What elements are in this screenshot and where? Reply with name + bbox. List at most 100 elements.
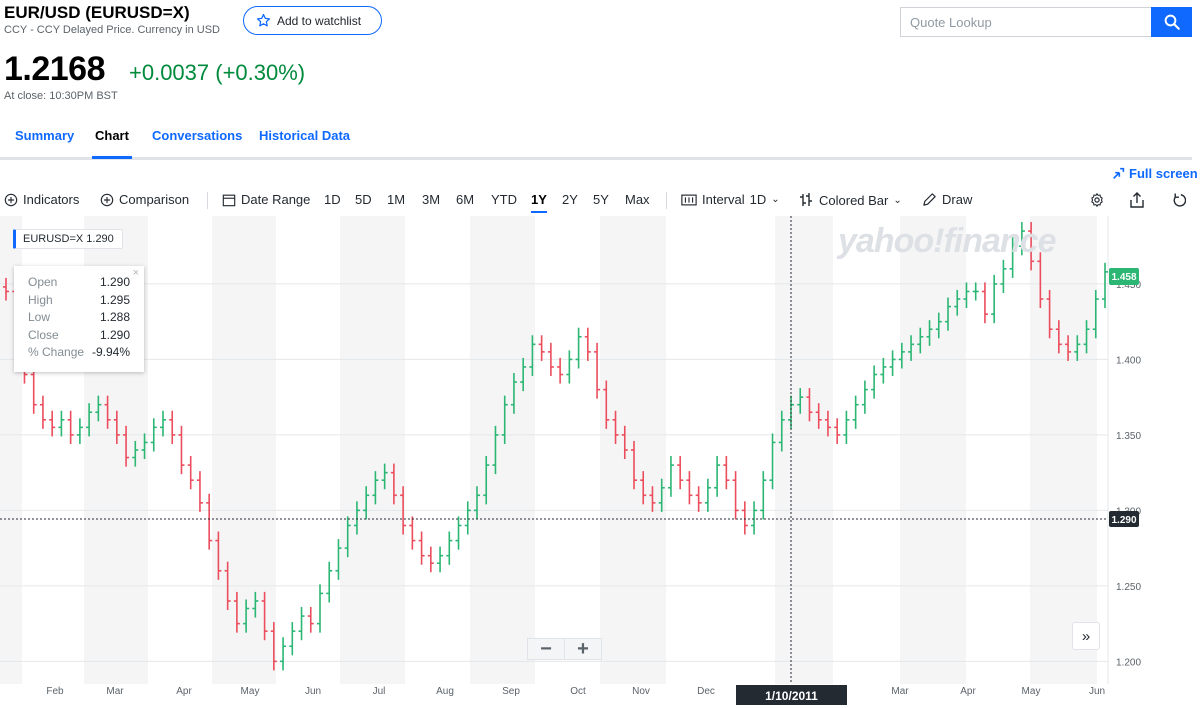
ohlc-bar	[215, 531, 222, 580]
ohlc-bar	[372, 471, 379, 505]
ohlc-bar	[335, 539, 342, 580]
ohlc-bar	[501, 395, 508, 444]
expand-arrow-icon	[1113, 167, 1125, 179]
ohlc-bar	[538, 335, 545, 361]
ohlc-bar	[815, 403, 822, 429]
tab-conversations[interactable]: Conversations	[152, 128, 243, 143]
crosshair-value-label: 1.290	[1111, 515, 1136, 526]
ohlc-bar	[603, 380, 610, 429]
comparison-button[interactable]: Comparison	[100, 192, 189, 207]
share-icon	[1130, 192, 1144, 208]
ohlc-bar	[1046, 289, 1053, 339]
ohlc-bar	[751, 501, 758, 535]
range-5y[interactable]: 5Y	[593, 192, 609, 207]
chart-type-dropdown[interactable]: Colored Bar ⌄	[798, 192, 902, 208]
draw-button[interactable]: Draw	[922, 192, 972, 207]
x-tick-label: Nov	[632, 686, 650, 697]
tab-summary[interactable]: Summary	[15, 128, 75, 143]
instrument-title: EUR/USD (EURUSD=X)	[4, 3, 190, 22]
x-tick-label: Aug	[436, 686, 454, 697]
share-button[interactable]	[1130, 192, 1144, 208]
ohlc-bar	[649, 486, 656, 512]
ohlc-bar	[667, 456, 674, 497]
ohlc-tooltip: × Open 1.290 High 1.295 Low 1.288 Close 1.29…	[14, 266, 144, 372]
interval-value: 1D	[749, 192, 767, 207]
ohlc-bar	[280, 637, 287, 671]
quote-lookup-input[interactable]	[900, 7, 1151, 37]
y-tick-label: 1.350	[1116, 431, 1141, 442]
indicators-button[interactable]: Indicators	[4, 192, 79, 207]
x-tick-label: Feb	[46, 686, 64, 697]
date-range-button[interactable]: Date Range	[222, 192, 310, 207]
range-1y[interactable]: 1Y	[531, 192, 547, 213]
ohlc-bar	[317, 584, 323, 633]
star-icon	[256, 13, 271, 27]
range-1d[interactable]: 1D	[324, 192, 341, 207]
ohlc-bar	[880, 357, 887, 384]
y-tick-label: 1.450	[1116, 280, 1141, 291]
ohlc-bar	[123, 425, 130, 467]
zoom-out-button[interactable]: −	[528, 638, 565, 660]
full-screen-button[interactable]: Full screen	[1112, 166, 1198, 181]
close-icon[interactable]: ×	[132, 267, 139, 279]
ohlc-bar	[806, 388, 813, 422]
ohlc-bar	[981, 282, 988, 324]
ohlc-bar	[1018, 222, 1025, 256]
month-band	[340, 216, 405, 684]
full-screen-label: Full screen	[1129, 166, 1198, 181]
x-tick-label: Mar	[891, 686, 909, 697]
month-band	[900, 216, 966, 684]
chevron-down-icon: ⌄	[893, 194, 902, 206]
ohlc-bar	[58, 410, 65, 437]
ohlc-bar	[437, 546, 444, 573]
scroll-to-end-button[interactable]: »	[1072, 622, 1100, 650]
month-band	[470, 216, 535, 684]
tooltip-row: High 1.295	[28, 292, 130, 307]
ohlc-bar	[113, 410, 120, 444]
tab-historical-data[interactable]: Historical Data	[259, 128, 351, 143]
ohlc-bar	[631, 440, 637, 490]
ohlc-bar	[898, 342, 905, 369]
tab-chart[interactable]: Chart	[92, 128, 132, 159]
range-3m[interactable]: 3M	[422, 192, 441, 207]
ohlc-bar	[243, 599, 250, 633]
range-1m[interactable]: 1M	[387, 192, 406, 207]
ohlc-bar	[640, 471, 647, 505]
y-tick-label: 1.250	[1116, 582, 1141, 593]
undo-icon	[1173, 193, 1186, 207]
ohlc-bar	[169, 410, 176, 444]
ohlc-bar	[298, 607, 305, 641]
ohlc-bar	[261, 591, 268, 641]
range-2y[interactable]: 2Y	[562, 192, 578, 207]
zoom-controls: − +	[527, 638, 602, 660]
ohlc-bar	[686, 471, 693, 505]
range-ytd[interactable]: YTD	[491, 192, 517, 207]
range-5d[interactable]: 5D	[355, 192, 372, 207]
zoom-in-button[interactable]: +	[577, 637, 589, 660]
settings-button[interactable]	[1089, 192, 1105, 208]
x-tick-label: Dec	[697, 686, 715, 697]
x-tick-label: Jun	[305, 686, 321, 697]
range-max[interactable]: Max	[625, 192, 650, 207]
ohlc-bar	[160, 410, 166, 437]
ohlc-bar	[1055, 320, 1062, 354]
ohlc-bar	[39, 395, 46, 429]
interval-dropdown[interactable]: Interval 1D ⌄	[681, 192, 780, 207]
add-to-watchlist-button[interactable]: Add to watchlist	[243, 6, 382, 35]
search-button[interactable]	[1151, 7, 1192, 37]
x-tick-label: Jun	[1089, 686, 1105, 697]
range-6m[interactable]: 6M	[456, 192, 475, 207]
ohlc-bar	[1037, 252, 1044, 309]
ohlc-bar	[778, 410, 785, 452]
ohlc-bar-icon	[800, 193, 812, 206]
x-tick-label: Apr	[960, 686, 976, 697]
ohlc-bar	[871, 365, 878, 399]
series-legend[interactable]: EURUSD=X 1.290	[13, 229, 123, 249]
ohlc-bar	[917, 327, 924, 354]
add-to-watchlist-label: Add to watchlist	[277, 13, 362, 28]
x-tick-label: May	[241, 686, 260, 697]
ohlc-bar	[390, 463, 397, 505]
reset-button[interactable]	[1171, 192, 1186, 208]
quote-tabs: Summary Chart Conversations Historical D…	[0, 118, 1192, 160]
